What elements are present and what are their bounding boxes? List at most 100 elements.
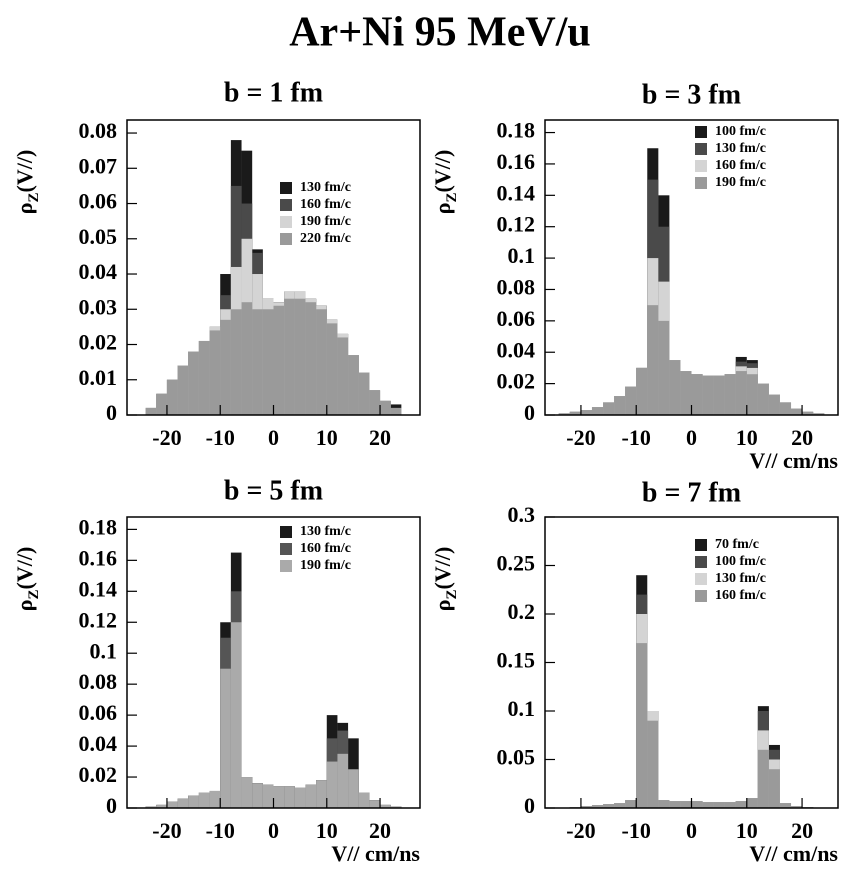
histogram-bar	[647, 305, 659, 415]
x-axis-label: V// cm/ns	[331, 841, 420, 866]
legend-swatch	[280, 526, 292, 538]
y-tick-label: 0.2	[508, 599, 536, 624]
histogram-bar	[156, 393, 167, 415]
histogram-bar	[369, 390, 381, 415]
x-tick-label: 10	[316, 818, 338, 843]
y-tick-label: 0.08	[79, 669, 118, 694]
x-axis-label: V// cm/ns	[749, 448, 838, 473]
y-axis-label-part: ρ	[12, 600, 37, 612]
histogram-bar	[724, 802, 736, 808]
x-tick-label: -10	[206, 818, 235, 843]
x-tick-label: 20	[791, 425, 813, 450]
histogram-bar	[369, 800, 381, 808]
histogram-bar	[166, 379, 178, 415]
x-tick-label: 10	[736, 818, 758, 843]
histogram-bar	[768, 394, 780, 415]
y-tick-label: 0.07	[79, 153, 118, 178]
y-tick-label: 0.08	[79, 118, 118, 143]
y-tick-label: 0.05	[497, 745, 536, 770]
histogram-bar	[625, 800, 637, 808]
legend-label: 130 fm/c	[300, 524, 351, 539]
plot-frame	[544, 119, 839, 416]
histogram-bar	[735, 371, 747, 415]
legend-label: 160 fm/c	[300, 541, 351, 556]
legend-label: 100 fm/c	[715, 554, 766, 569]
y-tick-label: 0.16	[497, 149, 536, 174]
y-axis-label: ρZ(V//)	[430, 150, 460, 215]
histogram-bar	[625, 386, 637, 415]
legend-swatch	[280, 216, 292, 228]
y-axis-label-part: Z	[444, 192, 460, 202]
histogram-bar	[768, 769, 780, 808]
x-tick-label: 20	[791, 818, 813, 843]
y-tick-label: 0.15	[497, 648, 536, 673]
panel: b = 1 fm 0 0.01 0.02 0.03 0.04 0.05 0.06 0.07 0.0…	[12, 77, 421, 450]
histogram-bar	[636, 643, 648, 808]
legend-swatch	[695, 160, 707, 172]
y-tick-label: 0	[106, 400, 117, 425]
legend-label: 130 fm/c	[300, 180, 351, 195]
histogram-bar	[145, 407, 157, 415]
histogram-bar	[198, 792, 210, 808]
legend-label: 70 fm/c	[715, 537, 759, 552]
figure-title: Ar+Ni 95 MeV/u	[289, 10, 591, 56]
y-tick-label: 0.12	[497, 212, 536, 237]
y-tick-label: 0	[524, 400, 535, 425]
panel-title: b = 3 fm	[642, 79, 741, 110]
y-axis-label-part: ρ	[12, 203, 37, 215]
histogram-bar	[558, 413, 570, 415]
histogram-bar	[603, 804, 615, 808]
histogram-bar	[316, 780, 327, 808]
histogram-bar	[724, 374, 736, 415]
histogram-bar	[188, 351, 199, 415]
histogram-bar	[380, 804, 391, 808]
plot-frame	[544, 516, 839, 809]
x-tick-label: -10	[622, 425, 651, 450]
histogram-bar	[580, 806, 592, 808]
y-axis-label-part: (V//)	[12, 150, 37, 193]
panel-title: b = 5 fm	[224, 475, 323, 506]
legend-swatch	[280, 182, 292, 194]
histogram-bar	[358, 792, 370, 808]
histogram-bar	[252, 783, 263, 808]
legend-swatch	[695, 177, 707, 189]
legend-swatch	[695, 539, 707, 551]
histogram-bar	[241, 302, 253, 415]
y-axis-label: ρZ(V//)	[12, 150, 42, 215]
histogram-bar	[702, 375, 714, 415]
y-tick-label: 0.25	[497, 551, 536, 576]
histogram-bar	[166, 801, 178, 808]
histogram-bar	[702, 802, 714, 808]
y-tick-label: 0.05	[79, 224, 118, 249]
legend-label: 190 fm/c	[300, 558, 351, 573]
histogram-bar	[273, 786, 285, 808]
legend-swatch	[280, 199, 292, 211]
y-axis-label-part: (V//)	[430, 150, 455, 193]
y-axis-label-part: Z	[26, 192, 42, 202]
x-tick-label: 10	[736, 425, 758, 450]
histogram-bar	[779, 803, 792, 808]
histogram-bar	[791, 806, 803, 808]
legend-label: 220 fm/c	[300, 231, 351, 246]
histogram-bar	[802, 411, 814, 415]
y-tick-label: 0.06	[497, 306, 536, 331]
histogram-bar	[230, 622, 242, 808]
legend-label: 160 fm/c	[715, 158, 766, 173]
legend-label: 190 fm/c	[300, 214, 351, 229]
y-axis-label-part: Z	[444, 589, 460, 599]
y-tick-label: 0.08	[497, 275, 536, 300]
histogram-bar	[337, 337, 349, 415]
histogram-bar	[746, 798, 758, 808]
histogram-bar	[669, 360, 681, 415]
histogram-bar	[591, 805, 604, 808]
y-tick-label: 0.03	[79, 294, 118, 319]
histogram-bar	[177, 798, 189, 808]
y-axis-label: ρZ(V//)	[12, 547, 42, 612]
histogram-bar	[305, 784, 317, 808]
histogram-bar	[713, 375, 725, 415]
histogram-bar	[230, 309, 242, 415]
legend-swatch	[695, 590, 707, 602]
legend-label: 160 fm/c	[300, 197, 351, 212]
histogram-bar	[156, 804, 167, 808]
histogram-bar	[326, 323, 338, 415]
